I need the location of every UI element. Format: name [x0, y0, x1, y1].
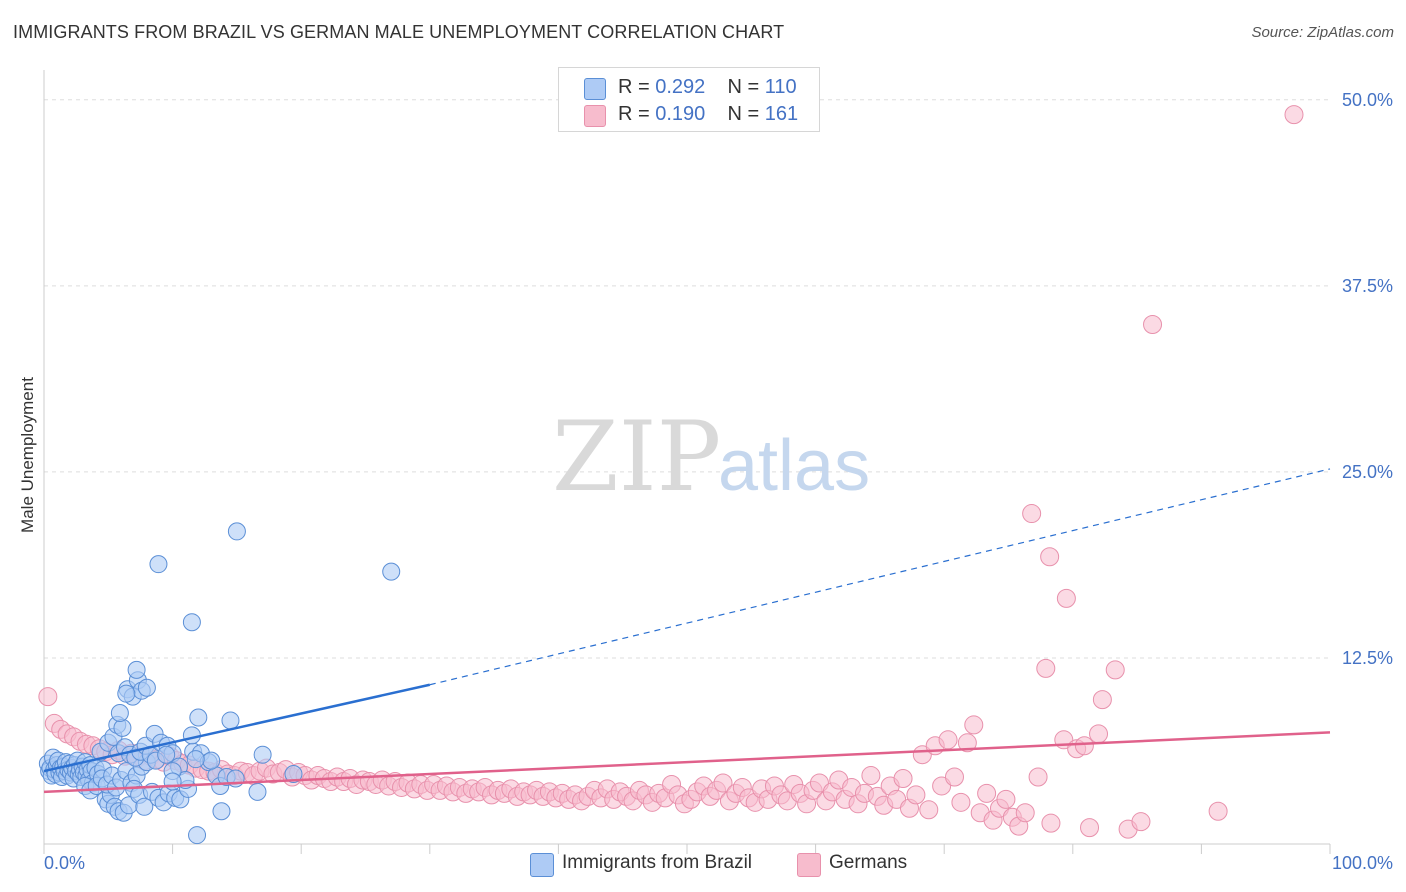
bottom-legend-label-brazil: Immigrants from Brazil — [562, 852, 753, 873]
germans-point — [38, 687, 58, 707]
legend-swatch-brazil — [584, 78, 606, 100]
germans-point — [1143, 315, 1163, 335]
watermark: ZIP atlas — [552, 401, 870, 513]
germans-point — [977, 783, 997, 803]
germans-point — [919, 800, 939, 820]
germans-point — [906, 785, 926, 805]
brazil-point — [110, 704, 129, 723]
brazil-point — [189, 708, 208, 727]
brazil-point — [284, 765, 303, 784]
brazil-point — [182, 726, 201, 745]
germans-point — [1022, 504, 1042, 524]
legend-n-value: 161 — [764, 103, 799, 125]
germans-point — [1089, 724, 1109, 744]
correlation-legend: R = 0.292 N = 110 R = 0.190 N = 161 — [558, 67, 820, 132]
y-tick-label: 25.0% — [1342, 462, 1393, 482]
legend-r-label: R = — [618, 103, 650, 125]
germans-point — [1015, 803, 1035, 823]
germans-point — [1208, 801, 1228, 821]
brazil-point — [248, 782, 267, 801]
grid-lines — [44, 99, 1330, 659]
germans-point — [1074, 736, 1094, 756]
germans-point — [1131, 812, 1151, 832]
germans-point — [1040, 547, 1060, 567]
germans-point — [957, 733, 977, 753]
germans-point — [1080, 818, 1100, 838]
legend-swatch-germans — [584, 105, 606, 127]
brazil-point — [137, 678, 156, 697]
y-tick-label: 37.5% — [1342, 276, 1393, 296]
brazil-point — [127, 660, 146, 679]
y-tick-label: 12.5% — [1342, 648, 1393, 668]
germans-point — [1041, 813, 1061, 833]
germans-point — [964, 715, 984, 735]
legend-r-value: 0.190 — [655, 103, 706, 125]
x-tick-labels: 0.0% 100.0% — [44, 853, 1393, 873]
bottom-legend-label-germans: Germans — [829, 852, 908, 873]
brazil-point — [382, 562, 401, 581]
germans-point — [1284, 105, 1304, 125]
germans-point — [713, 773, 733, 793]
germans-point — [1056, 588, 1076, 608]
axes — [43, 70, 1331, 854]
brazil-point — [135, 797, 154, 816]
watermark-atlas: atlas — [718, 426, 870, 506]
brazil-trend-line — [43, 683, 431, 773]
brazil-point — [221, 711, 240, 730]
germans-point — [938, 730, 958, 750]
watermark-zip: ZIP — [552, 401, 721, 513]
brazil-point — [188, 826, 207, 845]
bottom-legend-swatch-germans — [797, 853, 821, 877]
y-tick-labels: 12.5% 25.0% 37.5% 50.0% — [1342, 90, 1393, 668]
germans-point — [1028, 767, 1048, 787]
germans-point — [861, 766, 881, 786]
source-credit: Source: ZipAtlas.com — [1251, 24, 1394, 41]
bottom-legend-swatch-brazil — [530, 853, 554, 877]
brazil-point — [202, 751, 221, 770]
germans-point — [893, 769, 913, 789]
brazil-point — [227, 522, 246, 541]
legend-r-value: 0.292 — [655, 76, 706, 98]
x-tick-label: 100.0% — [1332, 853, 1393, 873]
legend-n-label: N = — [727, 103, 760, 125]
brazil-point — [186, 750, 205, 769]
x-tick-label: 0.0% — [44, 853, 85, 873]
legend-n-label: N = — [727, 76, 760, 98]
brazil-point — [157, 745, 176, 764]
brazil-point — [117, 684, 136, 703]
germans-point — [1092, 690, 1112, 710]
brazil-point — [253, 745, 272, 764]
brazil-point — [149, 555, 168, 574]
legend-n-value: 110 — [764, 76, 797, 98]
germans-point — [1105, 660, 1125, 680]
brazil-trend-extension — [429, 468, 1331, 686]
germans-point — [951, 792, 971, 812]
legend-r-label: R = — [618, 76, 650, 98]
chart-title: IMMIGRANTS FROM BRAZIL VS GERMAN MALE UN… — [13, 22, 785, 42]
germans-point — [996, 789, 1016, 809]
brazil-points — [38, 522, 401, 845]
germans-trend-line — [43, 731, 1331, 794]
trend-lines — [43, 468, 1331, 794]
germans-point — [944, 767, 964, 787]
germans-point — [1036, 658, 1056, 678]
y-tick-label: 50.0% — [1342, 90, 1393, 110]
brazil-point — [182, 613, 201, 632]
brazil-point — [113, 718, 132, 737]
brazil-point — [212, 802, 231, 821]
